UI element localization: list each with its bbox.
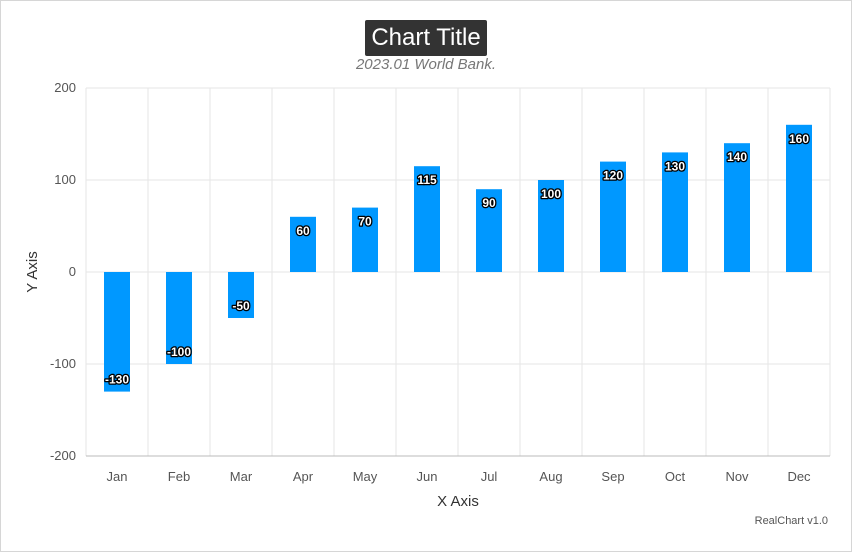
data-label: 100: [541, 187, 561, 201]
y-axis-title: Y Axis: [24, 251, 41, 292]
chart-title: Chart Title: [365, 20, 487, 56]
x-tick-label: Nov: [725, 469, 749, 484]
data-label: 140: [727, 150, 747, 164]
x-tick-label: Dec: [787, 469, 811, 484]
data-labels: -130 -100 -50 60 70 115 90 100 120 130 140 160: [104, 131, 811, 388]
x-tick-label: Oct: [665, 469, 686, 484]
bar[interactable]: [662, 152, 688, 272]
data-label: -100: [167, 345, 191, 359]
y-axis-ticks: 200 100 0 -100 -200: [50, 80, 76, 463]
x-axis-title: X Axis: [437, 493, 479, 510]
data-label: 115: [417, 173, 437, 187]
x-tick-label: Apr: [293, 469, 314, 484]
bar[interactable]: [414, 166, 440, 272]
credit-label: RealChart v1.0: [754, 515, 828, 527]
bar[interactable]: [476, 189, 502, 272]
bar[interactable]: [352, 207, 378, 272]
chart-title-wrap: Chart Title: [0, 20, 852, 56]
bar[interactable]: [290, 216, 316, 272]
bar[interactable]: [600, 161, 626, 272]
bar[interactable]: [538, 180, 564, 272]
bar[interactable]: [786, 124, 812, 272]
grid-lines: [85, 87, 831, 457]
data-label: 70: [358, 215, 372, 229]
bar[interactable]: [724, 143, 750, 272]
bar[interactable]: [166, 272, 192, 364]
data-label: 90: [482, 196, 496, 210]
x-tick-label: Mar: [230, 469, 253, 484]
x-tick-label: Jun: [417, 469, 438, 484]
x-tick-label: Aug: [539, 469, 562, 484]
y-tick-label: 0: [69, 264, 76, 279]
data-label: 60: [296, 224, 310, 238]
x-axis-ticks: Jan Feb Mar Apr May Jun Jul Aug Sep Oct Nov Dec: [107, 469, 812, 484]
x-tick-label: Jul: [481, 469, 498, 484]
data-label: -130: [105, 373, 129, 387]
y-tick-label: 100: [54, 172, 76, 187]
y-tick-label: -100: [50, 356, 76, 371]
x-tick-label: Jan: [107, 469, 128, 484]
x-tick-label: Feb: [168, 469, 190, 484]
y-tick-label: 200: [54, 80, 76, 95]
data-label: -50: [232, 299, 250, 313]
bar[interactable]: [228, 272, 254, 318]
x-tick-label: May: [353, 469, 378, 484]
chart-subtitle: 2023.01 World Bank.: [355, 56, 497, 73]
x-tick-label: Sep: [601, 469, 624, 484]
bar-series: [104, 124, 812, 392]
y-tick-label: -200: [50, 448, 76, 463]
data-label: 130: [665, 159, 685, 173]
data-label: 160: [789, 132, 809, 146]
data-label: 120: [603, 169, 623, 183]
bar[interactable]: [104, 272, 130, 392]
